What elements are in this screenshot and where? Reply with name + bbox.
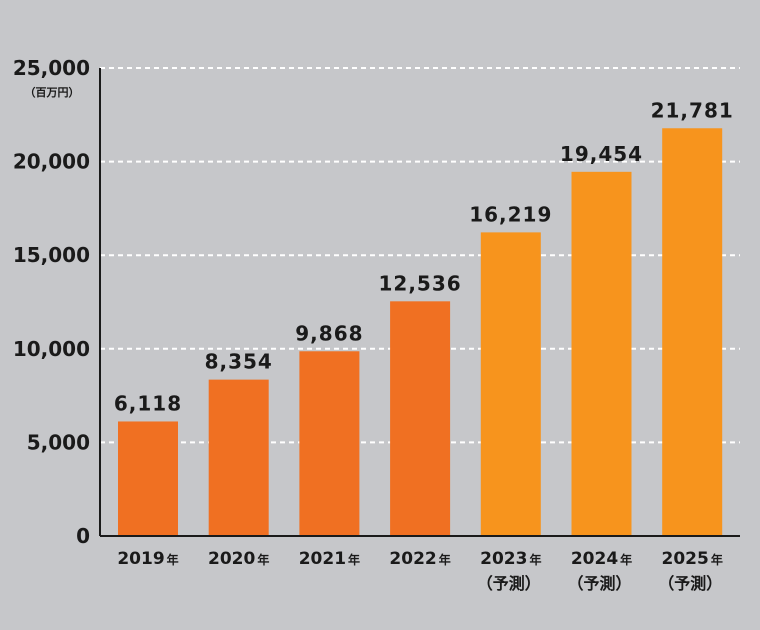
y-tick-label: 5,000 <box>27 430 90 454</box>
x-category-suffix: 年 <box>257 552 269 567</box>
value-labels: 6,118 8,354 9,868 12,536 16,219 19,454 21,781 <box>114 98 734 415</box>
x-category-label-2023: 2023 年 <box>480 549 541 569</box>
bar-2019 <box>118 421 178 536</box>
x-category-note-2023: （予測） <box>477 574 541 593</box>
value-label-2024: 19,454 <box>560 142 643 166</box>
x-category-year: 2023 <box>480 549 527 569</box>
x-category-suffix: 年 <box>348 552 360 567</box>
y-tick-label: 10,000 <box>13 337 90 361</box>
x-category-label-2022: 2022 年 <box>389 549 450 569</box>
x-category-suffix: 年 <box>167 552 179 567</box>
x-category-year: 2025 <box>662 549 709 569</box>
y-tick-label: 25,000 <box>13 56 90 80</box>
value-label-2021: 9,868 <box>295 321 363 345</box>
x-category-suffix: 年 <box>620 552 632 567</box>
x-category-year: 2019 <box>117 549 164 569</box>
y-tick-label: 15,000 <box>13 243 90 267</box>
bars <box>118 128 723 537</box>
x-category-year: 2021 <box>299 549 346 569</box>
x-category-label-2024: 2024 年 <box>571 549 632 569</box>
value-label-2020: 8,354 <box>205 350 273 374</box>
x-category-note-2025: （予測） <box>658 574 722 593</box>
y-tick-label: 20,000 <box>13 150 90 174</box>
x-category-suffix: 年 <box>529 552 541 567</box>
value-label-2023: 16,219 <box>469 202 552 226</box>
bar-2025 <box>662 128 723 536</box>
bar-2024 <box>571 171 632 537</box>
bar-2021 <box>299 351 360 536</box>
x-category-label-2025: 2025 年 <box>662 549 723 569</box>
x-category-suffix: 年 <box>711 552 723 567</box>
x-category-suffix: 年 <box>439 552 451 567</box>
value-label-2025: 21,781 <box>651 98 734 122</box>
value-label-2019: 6,118 <box>114 391 182 415</box>
x-category-year: 2020 <box>208 549 255 569</box>
y-axis-unit-label: （百万円） <box>25 86 80 99</box>
x-category-label-2020: 2020 年 <box>208 549 269 569</box>
x-category-label-2019: 2019 年 <box>117 549 178 569</box>
bar-2023 <box>480 232 541 537</box>
x-category-year: 2024 <box>571 549 618 569</box>
x-axis-categories: 2019 年 2020 年 2021 年 2022 年 2023 年（予測）2024 年（予測）20… <box>117 549 723 593</box>
y-tick-label: 0 <box>76 524 90 548</box>
bar-2022 <box>390 301 451 536</box>
bar-2020 <box>208 379 269 536</box>
y-axis-ticks: 0 5,000 10,000 15,000 20,000 25,000 <box>13 56 90 548</box>
value-label-2022: 12,536 <box>379 271 462 295</box>
x-category-label-2021: 2021 年 <box>299 549 360 569</box>
x-category-year: 2022 <box>389 549 436 569</box>
x-category-note-2024: （予測） <box>567 574 631 593</box>
